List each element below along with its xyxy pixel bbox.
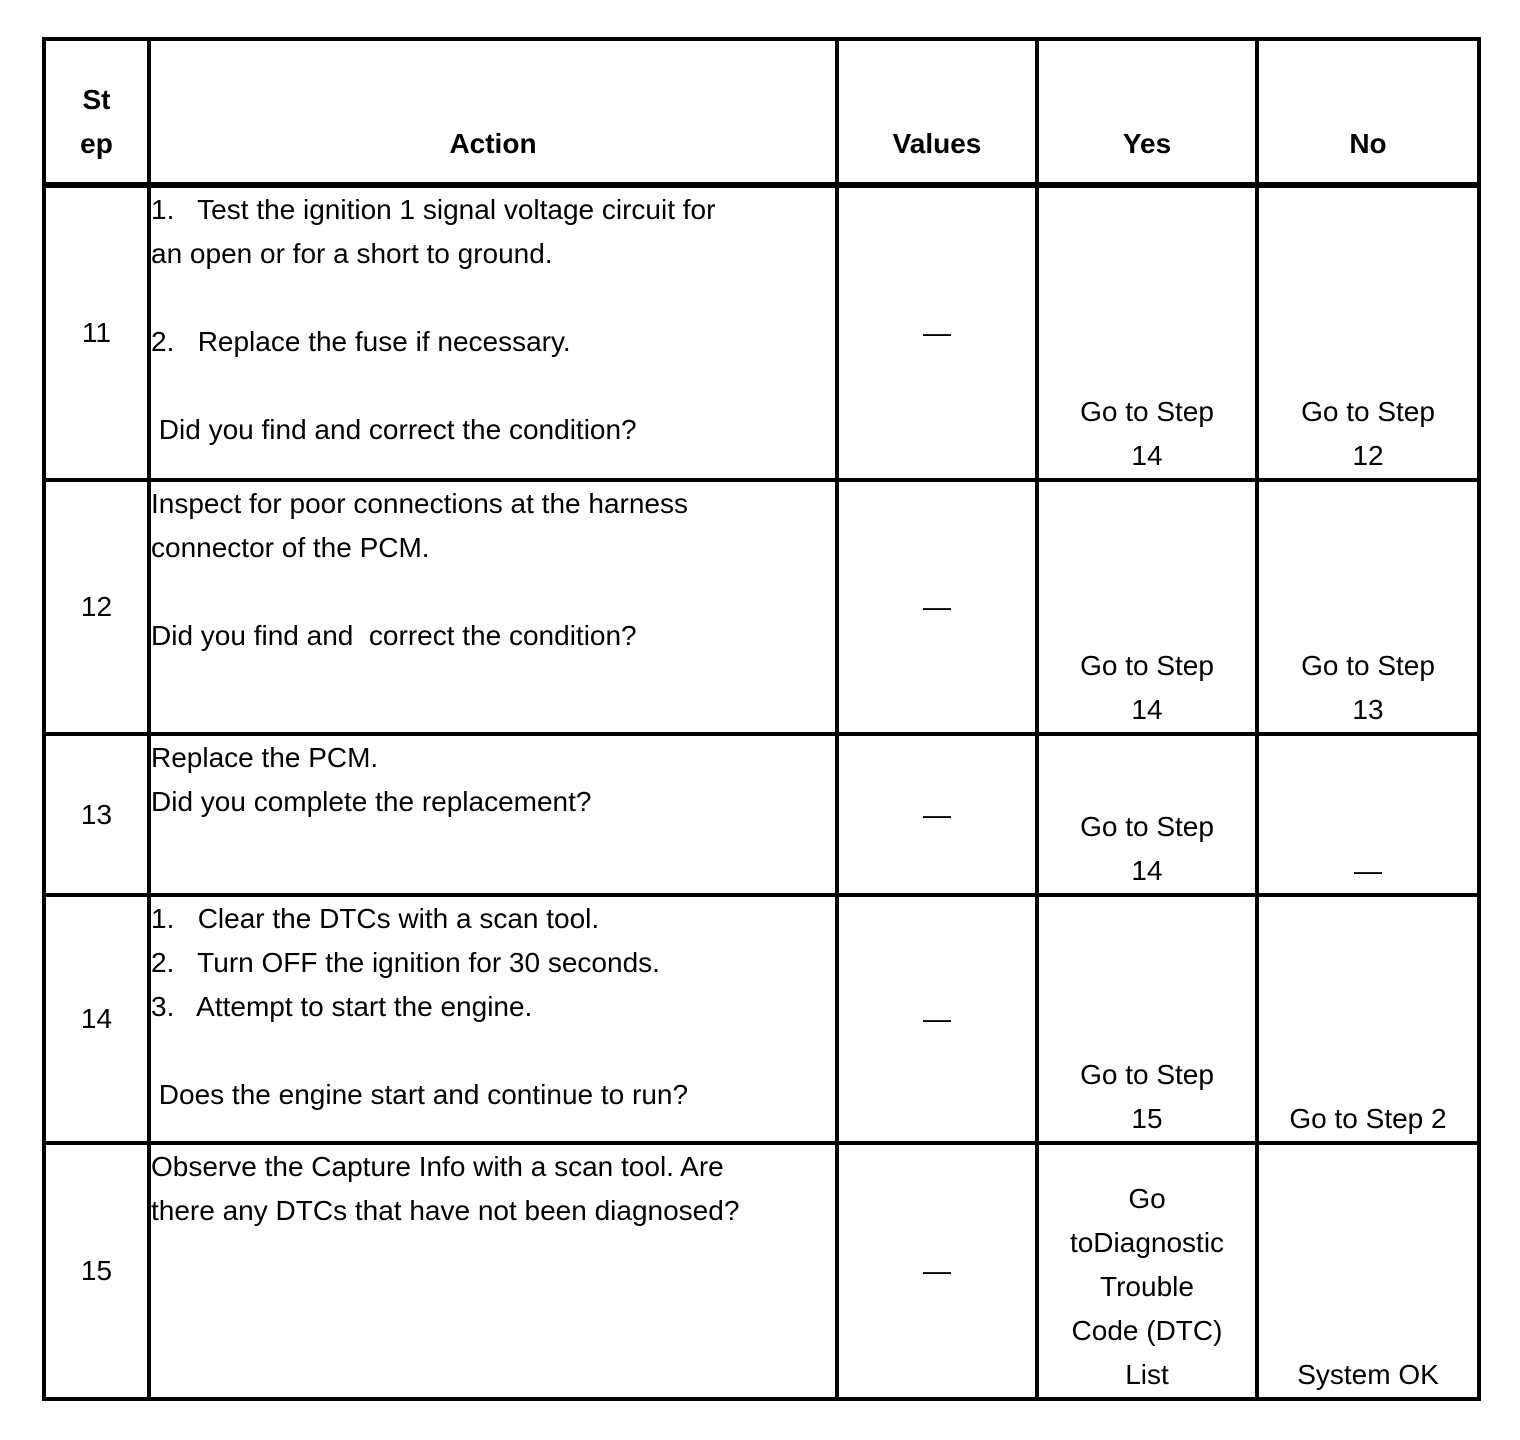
step-number: 12 (42, 478, 151, 736)
table-header-row: St ep Action Values Yes No (42, 37, 1481, 188)
step-column-header: St ep (42, 37, 151, 188)
yes-column-header: Yes (1035, 37, 1259, 188)
values-text: — (835, 183, 1039, 482)
no-column-header: No (1255, 37, 1481, 188)
step-number: 15 (42, 1141, 151, 1401)
table-row-step-13: 13 Replace the PCM. Did you complete the… (42, 732, 1481, 897)
no-text: Go to Step 12 (1255, 183, 1481, 482)
action-column-header: Action (147, 37, 839, 188)
step-number: 11 (42, 183, 151, 482)
yes-text: Go to Step 14 (1035, 478, 1259, 736)
step-number: 13 (42, 732, 151, 897)
action-text: 1. Clear the DTCs with a scan tool. 2. T… (147, 893, 839, 1145)
values-text: — (835, 732, 1039, 897)
no-text: Go to Step 2 (1255, 893, 1481, 1145)
no-text: — (1255, 732, 1481, 897)
yes-text: Go to Step 14 (1035, 183, 1259, 482)
values-text: — (835, 893, 1039, 1145)
yes-text: Go to Step 15 (1035, 893, 1259, 1145)
table-row-step-14: 14 1. Clear the DTCs with a scan tool. 2… (42, 893, 1481, 1145)
yes-text: Go toDiagnostic Trouble Code (DTC) List (1035, 1141, 1259, 1401)
action-text: Replace the PCM. Did you complete the re… (147, 732, 839, 897)
table-row-step-11: 11 1. Test the ignition 1 signal voltage… (42, 183, 1481, 482)
diagnostic-procedure-table: St ep Action Values Yes No 11 1. Test th… (42, 37, 1481, 1401)
values-text: — (835, 1141, 1039, 1401)
yes-text: Go to Step 14 (1035, 732, 1259, 897)
step-number: 14 (42, 893, 151, 1145)
action-text: Observe the Capture Info with a scan too… (147, 1141, 839, 1401)
table-row-step-12: 12 Inspect for poor connections at the h… (42, 478, 1481, 736)
action-text: Inspect for poor connections at the harn… (147, 478, 839, 736)
values-column-header: Values (835, 37, 1039, 188)
values-text: — (835, 478, 1039, 736)
table-row-step-15: 15 Observe the Capture Info with a scan … (42, 1141, 1481, 1401)
no-text: Go to Step 13 (1255, 478, 1481, 736)
no-text: System OK (1255, 1141, 1481, 1401)
action-text: 1. Test the ignition 1 signal voltage ci… (147, 183, 839, 482)
